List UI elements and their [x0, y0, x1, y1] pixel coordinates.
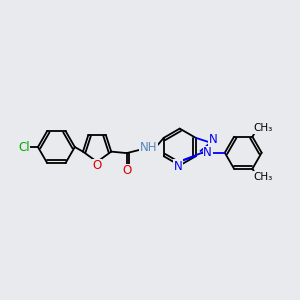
Text: CH₃: CH₃	[254, 172, 273, 182]
Text: NH: NH	[140, 141, 157, 154]
Text: N: N	[203, 146, 212, 159]
Text: N: N	[174, 160, 182, 172]
Text: N: N	[209, 133, 218, 146]
Text: CH₃: CH₃	[254, 123, 273, 134]
Text: O: O	[92, 159, 101, 172]
Text: Cl: Cl	[18, 140, 30, 154]
Text: O: O	[122, 164, 131, 177]
